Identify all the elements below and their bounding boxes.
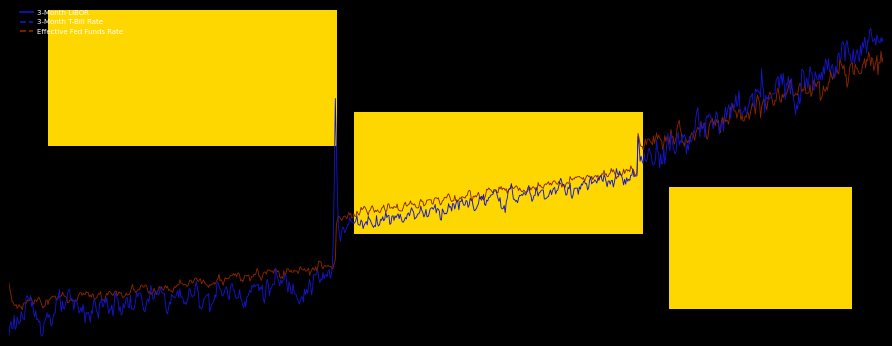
Bar (669, 186, 853, 309)
Bar (354, 112, 643, 234)
Bar (48, 10, 337, 146)
Legend: 3-Month LIBOR, 3-Month T-Bill Rate, Effective Fed Funds Rate: 3-Month LIBOR, 3-Month T-Bill Rate, Effe… (17, 7, 126, 37)
